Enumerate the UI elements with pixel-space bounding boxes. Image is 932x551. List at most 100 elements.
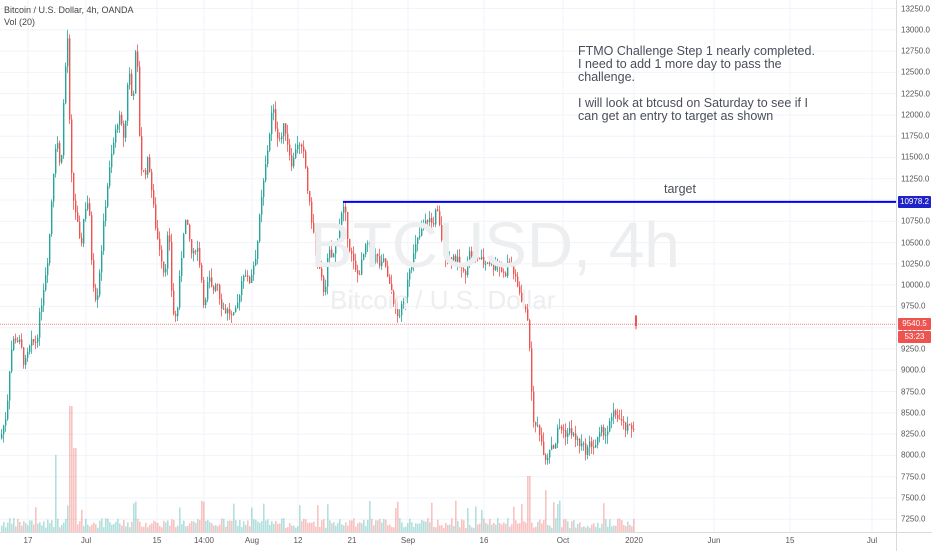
candle-up xyxy=(449,257,451,261)
candle-down xyxy=(503,271,505,273)
price-tick-label: 8250.0 xyxy=(901,429,926,439)
price-tick-label: 12500.0 xyxy=(901,67,930,77)
candle-up xyxy=(251,274,253,284)
volume-bar xyxy=(23,521,25,532)
candle-down xyxy=(225,308,227,314)
candle-up xyxy=(9,371,11,401)
candle-up xyxy=(597,437,599,445)
candle-up xyxy=(39,312,41,338)
price-tick-label: 10250.0 xyxy=(901,259,930,269)
candle-down xyxy=(359,274,361,276)
candle-up xyxy=(429,217,431,223)
candle-down xyxy=(81,237,83,244)
candle-up xyxy=(467,261,469,276)
volume-bar xyxy=(553,502,555,532)
candle-up xyxy=(263,180,265,197)
candle-up xyxy=(481,257,483,260)
target-price-label[interactable]: 10978.2 xyxy=(898,195,931,208)
volume-bar xyxy=(205,520,207,532)
candle-down xyxy=(155,204,157,229)
candle-up xyxy=(13,338,15,350)
candle-down xyxy=(153,190,155,205)
volume-bar xyxy=(523,521,525,532)
candle-down xyxy=(519,286,521,293)
volume-bar xyxy=(215,525,217,532)
candle-down xyxy=(437,209,439,212)
volume-bar xyxy=(223,518,225,532)
symbol-title[interactable]: Bitcoin / U.S. Dollar, 4h, OANDA xyxy=(4,5,134,15)
volume-bar xyxy=(257,521,259,532)
volume-bar xyxy=(193,521,195,532)
candle-up xyxy=(253,265,255,275)
target-label[interactable]: target xyxy=(664,182,696,196)
volume-bar xyxy=(565,519,567,532)
candle-down xyxy=(357,269,359,275)
candle-up xyxy=(129,73,131,85)
candle-down xyxy=(489,262,491,265)
volume-bar xyxy=(87,524,89,532)
volume-bar xyxy=(65,519,67,532)
volume-bar xyxy=(411,522,413,532)
volume-indicator-title[interactable]: Vol (20) xyxy=(4,17,36,27)
volume-bar xyxy=(563,519,565,532)
price-chart[interactable] xyxy=(0,0,896,532)
candle-up xyxy=(559,426,561,428)
price-tick-label: 7750.0 xyxy=(901,472,926,482)
price-tick-label: 8750.0 xyxy=(901,387,926,397)
volume-bar xyxy=(81,509,83,532)
volume-bar xyxy=(219,524,221,532)
candle-up xyxy=(83,219,85,244)
candle-down xyxy=(501,267,503,272)
chart-area[interactable]: BTCUSD, 4h Bitcoin / U.S. Dollar Bitcoin… xyxy=(0,0,896,532)
volume-bar xyxy=(359,522,361,532)
candle-up xyxy=(339,225,341,241)
candle-up xyxy=(627,424,629,431)
candle-down xyxy=(521,292,523,302)
candle-down xyxy=(443,240,445,244)
candle-down xyxy=(277,128,279,139)
volume-bar xyxy=(369,501,371,532)
candle-up xyxy=(47,263,49,276)
price-axis[interactable]: 7250.0 7500.0 7750.0 8000.0 8250.0 8500.0 8750… xyxy=(896,0,932,532)
last-price-label[interactable]: 9540.5 xyxy=(898,318,931,331)
volume-bar xyxy=(455,500,457,532)
volume-bar xyxy=(403,527,405,532)
candle-up xyxy=(581,443,583,447)
bar-countdown-label[interactable]: 53:23 xyxy=(898,331,931,344)
candle-down xyxy=(541,434,543,442)
candle-up xyxy=(595,444,597,448)
price-tick-label: 11750.0 xyxy=(901,131,930,141)
volume-bar xyxy=(591,524,593,532)
volume-bar xyxy=(207,519,209,532)
volume-bar xyxy=(129,527,131,532)
candle-down xyxy=(213,286,215,291)
volume-bar xyxy=(329,520,331,532)
volume-bar xyxy=(217,526,219,532)
volume-bar xyxy=(95,524,97,532)
volume-bar xyxy=(13,518,15,532)
candle-up xyxy=(271,112,273,135)
candle-up xyxy=(269,134,271,151)
candle-up xyxy=(97,295,99,300)
volume-bar xyxy=(527,476,529,532)
candle-down xyxy=(69,38,71,120)
time-axis[interactable]: 17 Jul 15 14:00 Aug 12 21 Sep 16 Oct 2020 Jun 15 Jul xyxy=(0,532,896,551)
annotation-text[interactable]: FTMO Challenge Step 1 nearly completed. … xyxy=(578,45,818,136)
candle-down xyxy=(471,251,473,260)
volume-bar xyxy=(301,521,303,532)
candle-up xyxy=(147,157,149,175)
candle-up xyxy=(67,38,69,67)
candle-up xyxy=(265,164,267,181)
candle-down xyxy=(163,261,165,273)
candle-up xyxy=(495,264,497,270)
volume-bar xyxy=(29,520,31,532)
volume-bar xyxy=(465,527,467,532)
candle-up xyxy=(337,240,339,246)
volume-bar xyxy=(169,525,171,532)
volume-bar xyxy=(469,524,471,532)
candle-down xyxy=(219,284,221,300)
candle-down xyxy=(315,232,317,251)
volume-bar xyxy=(57,518,59,532)
candle-up xyxy=(413,253,415,267)
candle-up xyxy=(601,426,603,433)
